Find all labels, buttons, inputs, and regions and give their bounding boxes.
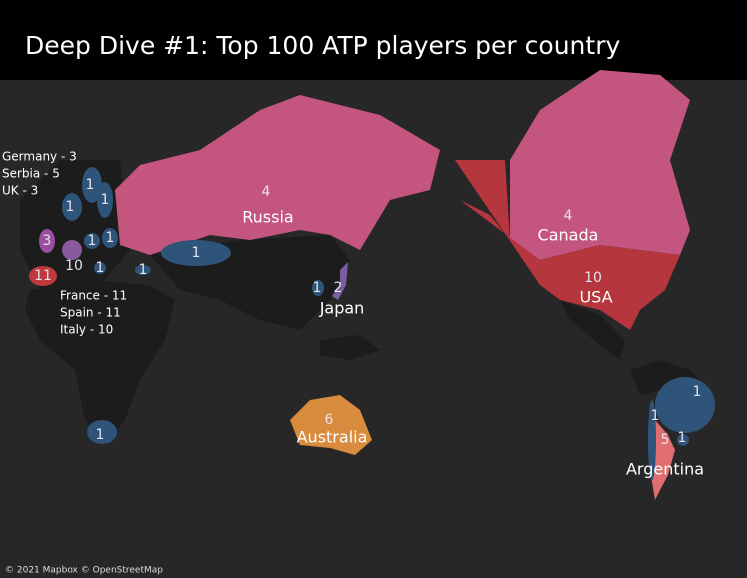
count-label: 1 <box>313 280 322 296</box>
count-label: 1 <box>66 199 75 215</box>
country-shape <box>135 265 151 275</box>
count-label: 11 <box>34 268 52 284</box>
count-label: 1 <box>96 427 105 443</box>
country-name: Japan <box>319 299 365 318</box>
count-label: 5 <box>661 432 670 448</box>
count-label: 4 <box>262 184 271 200</box>
count-label: 1 <box>139 262 148 278</box>
regions <box>29 70 715 500</box>
country-shape <box>677 434 689 446</box>
count-label: 4 <box>564 208 573 224</box>
annotation: Italy - 10 <box>60 323 113 337</box>
country-shape <box>62 240 82 260</box>
count-label: 10 <box>65 258 83 274</box>
count-label: 1 <box>651 408 660 424</box>
title-bar <box>0 0 747 80</box>
annotation: UK - 3 <box>2 184 38 198</box>
country-shape <box>84 233 100 249</box>
country-shape <box>648 400 656 480</box>
land <box>20 160 700 445</box>
country-shape <box>102 228 118 248</box>
count-label: 1 <box>678 430 687 446</box>
indonesia <box>320 335 380 360</box>
count-label: 1 <box>693 384 702 400</box>
africa <box>25 280 175 445</box>
count-label: 1 <box>88 233 97 249</box>
country-shape <box>455 160 680 330</box>
count-label: 2 <box>334 280 343 296</box>
count-label: 1 <box>101 192 110 208</box>
country-shape <box>87 420 117 444</box>
central-america <box>560 300 625 360</box>
country-name: Canada <box>538 226 599 245</box>
annotation: Spain - 11 <box>60 306 121 320</box>
country-name: Argentina <box>626 460 704 479</box>
country-shape <box>62 193 82 221</box>
country-shape <box>290 395 372 455</box>
country-shape <box>312 280 324 296</box>
country-shape <box>82 167 102 203</box>
count-label: 1 <box>96 260 105 276</box>
country-shape <box>97 182 113 218</box>
country-shape <box>650 420 675 500</box>
count-label: 1 <box>192 245 201 261</box>
annotation: Serbia - 5 <box>2 167 60 181</box>
attribution: © 2021 Mapbox © OpenStreetMap <box>5 566 163 576</box>
south-america-north <box>630 360 700 395</box>
count-label: 1 <box>86 177 95 193</box>
count-label: 1 <box>106 230 115 246</box>
country-name: Russia <box>242 208 293 227</box>
country-name: USA <box>579 288 612 307</box>
country-name: Australia <box>297 428 368 447</box>
count-label: 3 <box>43 233 52 249</box>
title: Deep Dive #1: Top 100 ATP players per co… <box>25 31 620 60</box>
count-label: 10 <box>584 270 602 286</box>
count-label: 6 <box>325 412 334 428</box>
country-shape <box>115 95 440 255</box>
country-shape <box>655 377 715 433</box>
country-shape <box>94 262 106 274</box>
country-shape <box>29 266 57 286</box>
country-shape <box>510 70 690 260</box>
country-shape <box>332 262 348 300</box>
country-shape <box>39 229 55 253</box>
annotation: France - 11 <box>60 289 127 303</box>
annotation: Germany - 3 <box>2 150 77 164</box>
country-shape <box>161 240 231 266</box>
